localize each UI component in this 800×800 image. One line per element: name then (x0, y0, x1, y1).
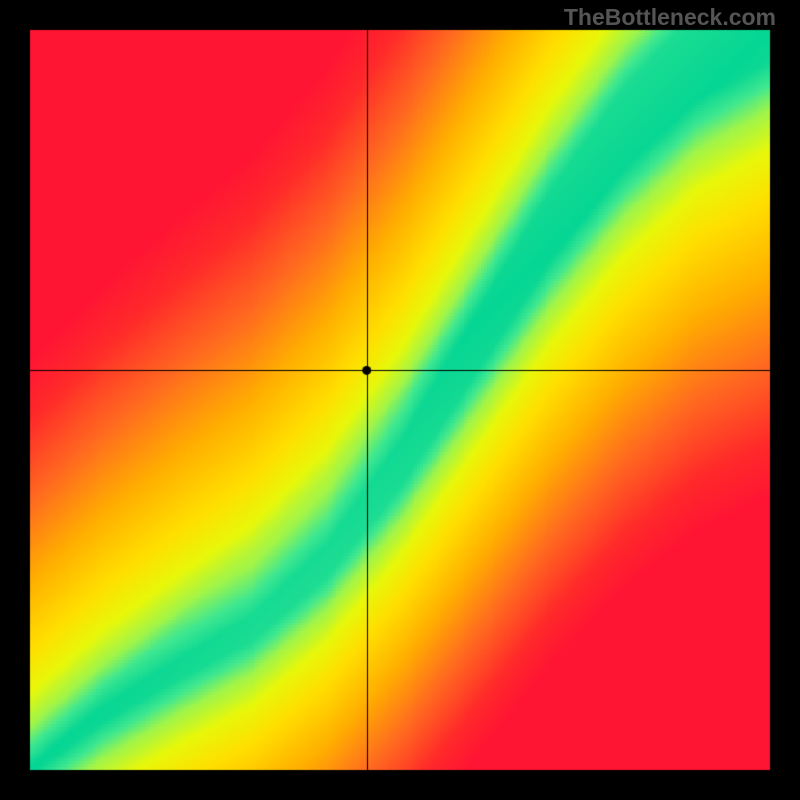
bottleneck-heatmap-canvas (0, 0, 800, 800)
chart-container: TheBottleneck.com (0, 0, 800, 800)
